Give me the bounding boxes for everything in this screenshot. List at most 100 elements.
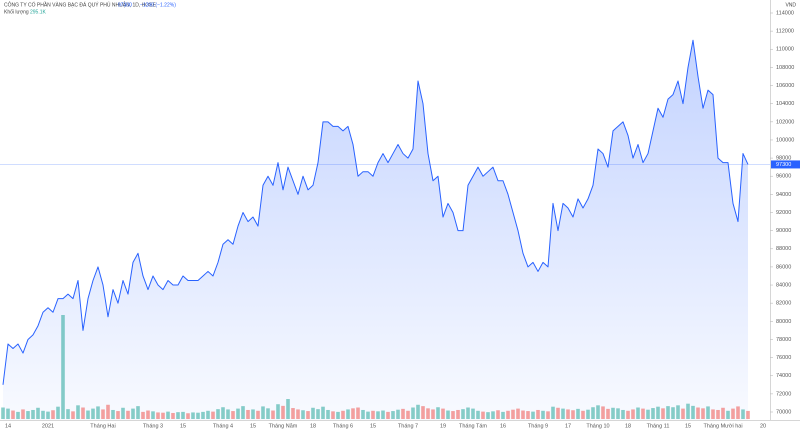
y-tick-label: 88000: [776, 246, 791, 252]
volume-bar: [571, 410, 575, 419]
x-tick-label: Tháng 3: [143, 423, 163, 429]
y-tick-label: 86000: [776, 264, 791, 270]
volume-bar: [96, 406, 100, 419]
volume-bar: [311, 407, 315, 419]
y-tick-label: 80000: [776, 319, 791, 325]
volume-bar: [711, 409, 715, 419]
volume-bar: [71, 411, 75, 419]
volume-bar: [406, 410, 410, 419]
volume-bar: [436, 407, 440, 419]
volume-bar: [256, 410, 260, 419]
volume-bar: [431, 409, 435, 419]
volume-bar: [581, 410, 585, 419]
volume-bar: [306, 411, 310, 419]
y-tick-label: 92000: [776, 210, 791, 216]
volume-bar: [471, 408, 475, 419]
volume-bar: [501, 411, 505, 419]
volume-bar: [681, 408, 685, 419]
volume-bar: [351, 408, 355, 419]
y-tick-label: 70000: [776, 409, 791, 415]
volume-bar: [266, 408, 270, 419]
y-tick-label: 72000: [776, 391, 791, 397]
volume-bar: [151, 411, 155, 419]
volume-bar: [241, 406, 245, 419]
volume-bar: [676, 405, 680, 419]
volume-bar: [186, 413, 190, 419]
volume-bar: [561, 408, 565, 419]
volume-bar: [296, 409, 300, 419]
volume-bar: [271, 410, 275, 419]
y-tick-label: 112000: [776, 29, 794, 35]
volume-bar: [286, 399, 290, 419]
volume-bar: [511, 409, 515, 419]
volume-bar: [381, 410, 385, 419]
volume-bar: [391, 411, 395, 419]
volume-bar: [661, 408, 665, 419]
volume-bar: [36, 407, 40, 419]
volume-bar: [491, 411, 495, 419]
volume-bar: [726, 410, 730, 419]
volume-bar: [261, 406, 265, 419]
volume-bar: [81, 407, 85, 419]
volume-bar: [586, 409, 590, 419]
volume-current: 295.1K: [30, 9, 47, 15]
x-tick-label: Tháng 7: [398, 423, 418, 429]
volume-bar: [101, 409, 105, 419]
volume-bar: [61, 315, 65, 419]
volume-bar: [21, 409, 25, 419]
volume-bar: [426, 408, 430, 419]
volume-bar: [606, 408, 610, 419]
volume-bar: [551, 406, 555, 419]
volume-bar: [221, 407, 225, 419]
volume-bar: [416, 404, 420, 419]
volume-bar: [641, 408, 645, 419]
volume-bar: [696, 407, 700, 419]
x-tick-label: 18: [625, 423, 631, 429]
volume-bar: [656, 406, 660, 419]
y-tick-label: 78000: [776, 337, 791, 343]
volume-bar: [336, 411, 340, 419]
volume-bar: [721, 407, 725, 419]
y-tick-label: 98000: [776, 156, 791, 162]
x-tick-label: Tháng 9: [528, 423, 548, 429]
volume-bar: [746, 410, 750, 419]
volume-bar: [121, 407, 125, 419]
volume-bar: [211, 411, 215, 419]
volume-bar: [576, 408, 580, 419]
volume-bar: [651, 408, 655, 419]
x-tick-label: Tháng 11: [647, 423, 670, 429]
volume-bar: [566, 409, 570, 419]
volume-bar: [541, 410, 545, 419]
volume-bar: [596, 405, 600, 419]
volume-bar: [176, 412, 180, 419]
x-tick-label: Tháng Tám: [459, 423, 487, 429]
last-price-label: 97300: [776, 162, 791, 168]
x-tick-label: Tháng Mười hai: [703, 423, 742, 429]
chart-title: CÔNG TY CỔ PHẦN VÀNG BẠC ĐÁ QUÝ PHÚ NHUẬ…: [4, 1, 156, 8]
volume-bar: [31, 409, 35, 419]
y-tick-label: 106000: [776, 83, 794, 89]
volume-bar: [226, 409, 230, 419]
volume-bar: [371, 410, 375, 419]
volume-bar: [276, 404, 280, 419]
volume-bar: [731, 408, 735, 419]
volume-bar: [206, 410, 210, 419]
x-tick-label: Tháng 4: [213, 423, 233, 429]
volume-bar: [466, 407, 470, 419]
volume-bar: [686, 403, 690, 419]
volume-bar: [1, 407, 5, 419]
volume-bar: [526, 411, 530, 419]
volume-bar: [201, 411, 205, 419]
volume-bar: [91, 408, 95, 419]
x-tick-label: 14: [5, 423, 11, 429]
x-tick-label: 20: [760, 423, 766, 429]
volume-bar: [601, 406, 605, 419]
volume-bar: [741, 409, 745, 419]
volume-bar: [41, 410, 45, 419]
volume-bar: [486, 412, 490, 419]
y-tick-label: 76000: [776, 355, 791, 361]
x-tick-label: 17: [565, 423, 571, 429]
volume-bar: [631, 409, 635, 419]
volume-bar: [76, 405, 80, 419]
volume-legend: Khối lượng: [4, 9, 29, 15]
